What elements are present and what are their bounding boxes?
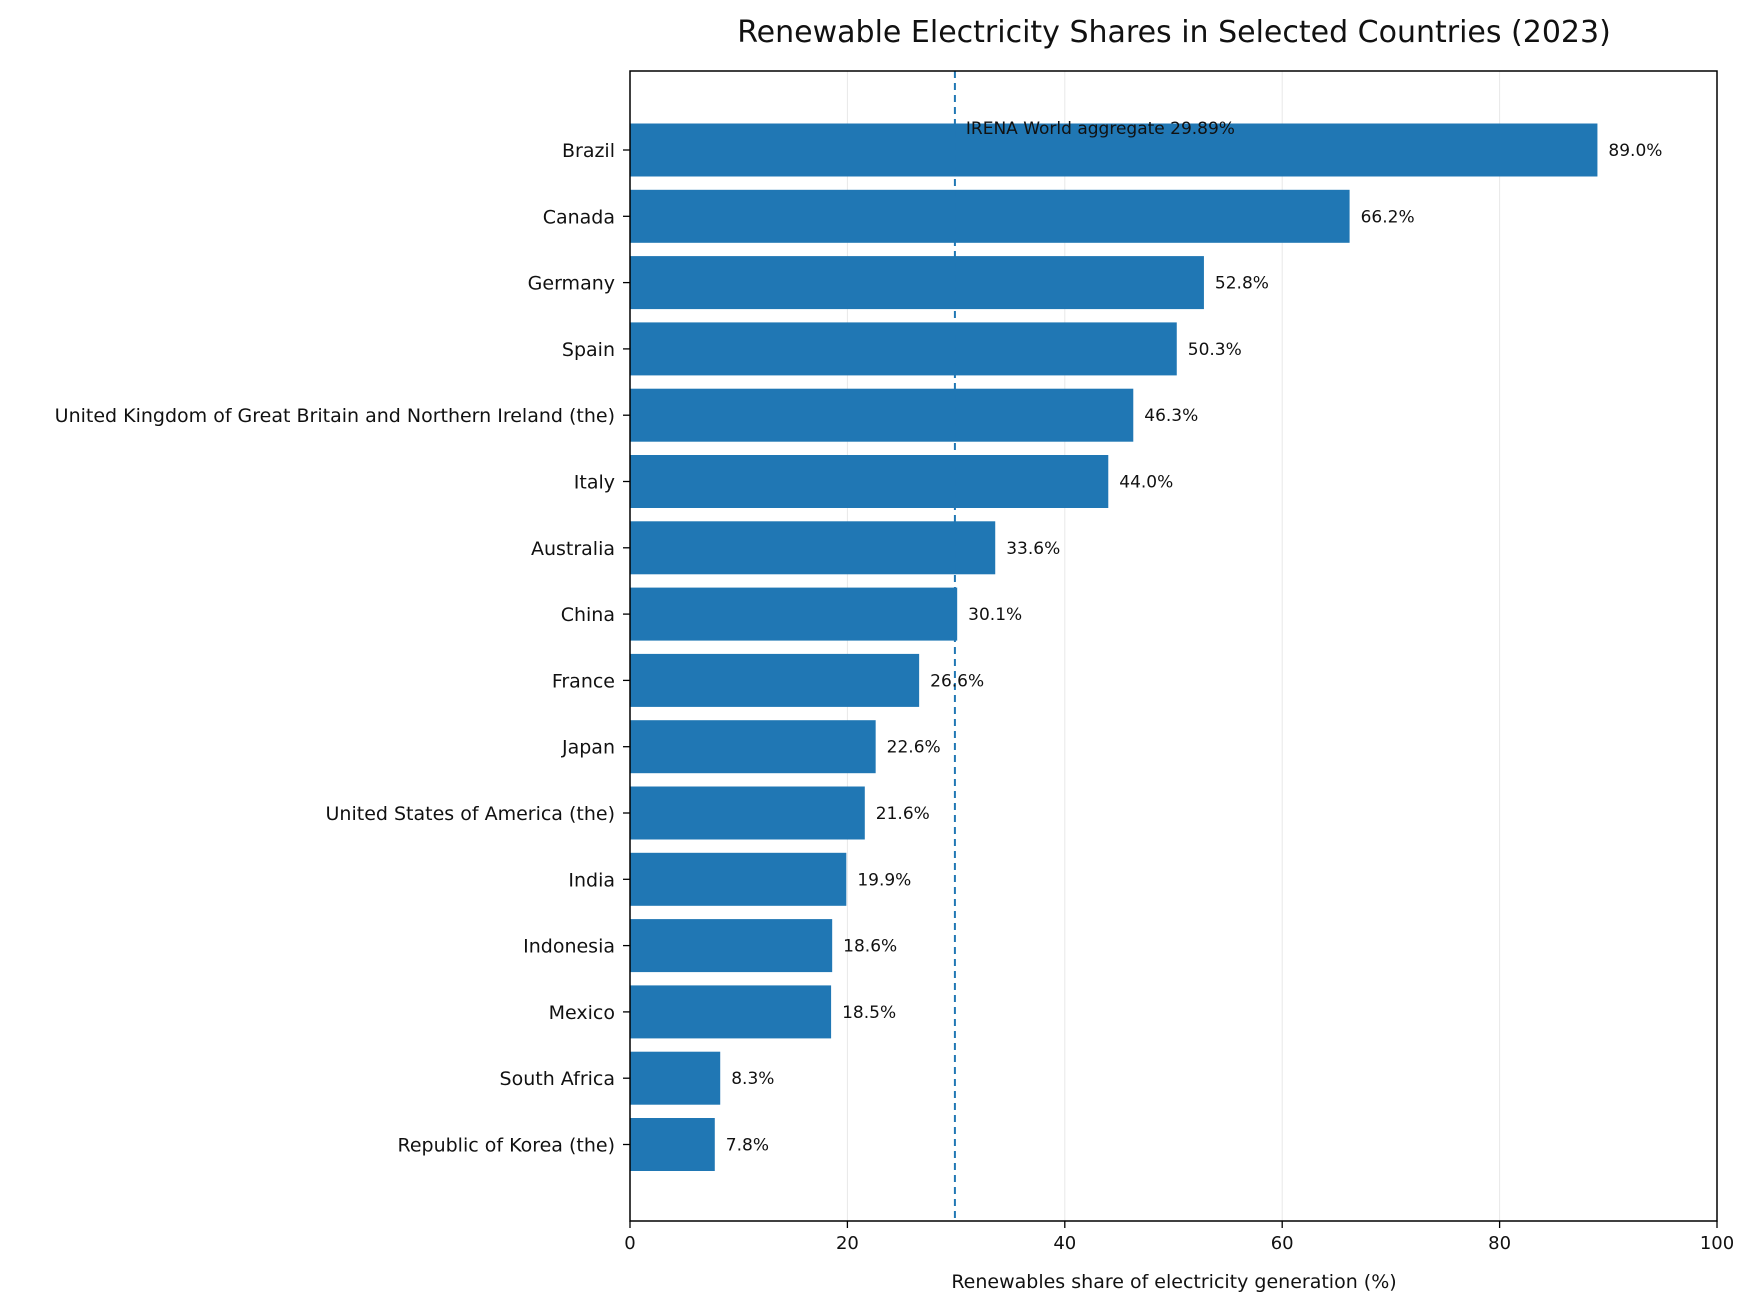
bar-value-label: 22.6% <box>887 738 941 758</box>
data-labels: 89.0% 66.2% 52.8% 50.3% 46.3% 44.0% 33.6% 30.1%… <box>726 141 1663 1156</box>
bar <box>630 388 1134 442</box>
x-axis-label: Renewables share of electricity generati… <box>951 1271 1396 1293</box>
category-label: Japan <box>561 737 615 759</box>
bar-value-label: 19.9% <box>857 870 911 890</box>
category-label: France <box>552 670 615 692</box>
bar <box>630 786 865 840</box>
category-label: Indonesia <box>523 936 615 958</box>
bar-value-label: 89.0% <box>1608 141 1662 161</box>
bar <box>630 521 996 575</box>
category-label: Brazil <box>562 140 615 162</box>
bar-value-label: 21.6% <box>876 804 930 824</box>
bar <box>630 919 833 973</box>
category-label: South Africa <box>500 1068 615 1090</box>
category-label: Italy <box>574 472 615 494</box>
bar <box>630 985 832 1039</box>
x-tick-label: 20 <box>836 1233 859 1254</box>
bar <box>630 189 1350 243</box>
bar <box>630 455 1109 508</box>
bar-value-label: 50.3% <box>1188 340 1242 360</box>
grid-lines <box>846 71 1501 1221</box>
bar-value-label: 44.0% <box>1119 473 1173 493</box>
chart-title: Renewable Electricity Shares in Selected… <box>737 15 1611 50</box>
bar-value-label: 18.5% <box>842 1003 896 1023</box>
category-label: Republic of Korea (the) <box>397 1135 615 1157</box>
bar <box>630 587 958 641</box>
category-label: Canada <box>543 206 615 228</box>
bar <box>630 322 1177 376</box>
category-label: Spain <box>562 339 615 361</box>
category-label: India <box>568 869 615 891</box>
bar <box>630 1051 721 1105</box>
bar-value-label: 30.1% <box>968 605 1022 625</box>
bar <box>630 720 876 774</box>
bar <box>630 1118 715 1171</box>
x-axis-ticks: 0 20 40 60 80 100 <box>624 1221 1734 1254</box>
x-tick-label: 100 <box>1700 1233 1734 1254</box>
category-label: United Kingdom of Great Britain and Nort… <box>55 405 615 427</box>
category-label: Germany <box>528 273 615 295</box>
reference-line-label: IRENA World aggregate 29.89% <box>966 119 1235 139</box>
bar-value-label: 66.2% <box>1361 207 1415 227</box>
bar <box>630 123 1598 177</box>
bar <box>630 653 920 707</box>
category-labels: Brazil Canada Germany Spain United Kingdom o… <box>55 140 630 1157</box>
bars <box>630 123 1598 1171</box>
bar-value-label: 33.6% <box>1006 539 1060 559</box>
category-label: Mexico <box>549 1002 615 1024</box>
bar-value-label: 52.8% <box>1215 274 1269 294</box>
reference-line-group: IRENA World aggregate 29.89% <box>953 71 1235 1221</box>
bar-value-label: 18.6% <box>843 937 897 957</box>
bar-value-label: 8.3% <box>731 1069 774 1089</box>
bar-value-label: 26.6% <box>930 671 984 691</box>
bar <box>630 256 1204 310</box>
x-tick-label: 0 <box>624 1233 635 1254</box>
category-label: Australia <box>531 538 615 560</box>
x-tick-label: 60 <box>1271 1233 1294 1254</box>
bar <box>630 852 847 906</box>
x-tick-label: 80 <box>1488 1233 1511 1254</box>
category-label: China <box>561 604 615 626</box>
plot-area-frame <box>629 70 1718 1222</box>
bar-value-label: 7.8% <box>726 1136 769 1156</box>
x-tick-label: 40 <box>1053 1233 1076 1254</box>
bar-value-label: 46.3% <box>1144 406 1198 426</box>
category-label: United States of America (the) <box>326 803 615 825</box>
